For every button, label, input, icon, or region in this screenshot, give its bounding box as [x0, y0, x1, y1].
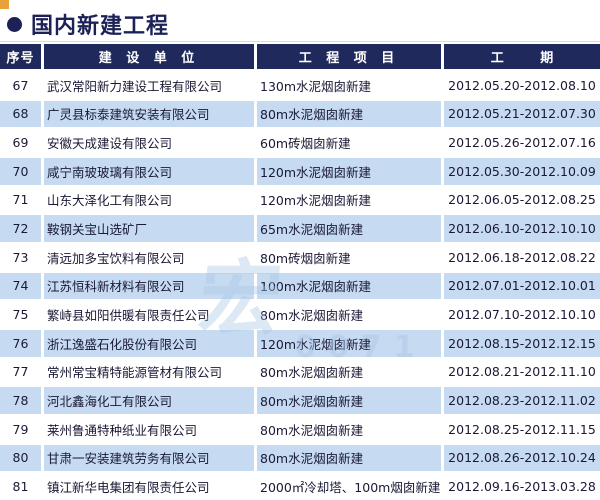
project-cell: 65m水泥烟囱新建	[257, 215, 441, 242]
row-number: 70	[0, 157, 41, 185]
company-cell: 咸宁南玻玻璃有限公司	[44, 157, 254, 185]
table-row: 78 河北鑫海化工有限公司 80m水泥烟囱新建 2012.08.23-2012.…	[0, 387, 600, 414]
project-cell: 80m水泥烟囱新建	[257, 358, 441, 386]
period-cell: 2012.05.26-2012.07.16	[444, 129, 600, 156]
project-cell: 80m水泥烟囱新建	[257, 444, 441, 472]
table-row: 74 江苏恒科新材料有限公司 100m水泥烟囱新建 2012.07.01-201…	[0, 272, 600, 300]
table-row: 69 安徽天成建设有限公司 60m砖烟囱新建 2012.05.26-2012.0…	[0, 129, 600, 156]
company-cell: 广灵县标泰建筑安装有限公司	[44, 100, 254, 128]
period-cell: 2012.07.01-2012.10.01	[444, 272, 600, 300]
company-cell: 山东大泽化工有限公司	[44, 186, 254, 214]
project-cell: 80m水泥烟囱新建	[257, 387, 441, 414]
bullet-icon	[7, 16, 22, 32]
company-cell: 常州常宝精特能源管材有限公司	[44, 358, 254, 386]
project-cell: 80m水泥烟囱新建	[257, 100, 441, 128]
project-cell: 120m水泥烟囱新建	[257, 157, 441, 185]
table-row: 70 咸宁南玻玻璃有限公司 120m水泥烟囱新建 2012.05.30-2012…	[0, 157, 600, 185]
table-row: 73 清远加多宝饮料有限公司 80m砖烟囱新建 2012.06.18-2012.…	[0, 243, 600, 271]
period-cell: 2012.05.20-2012.08.10	[444, 72, 600, 99]
row-number: 75	[0, 301, 41, 328]
company-cell: 浙江逸盛石化股份有限公司	[44, 329, 254, 357]
table-row: 81 镇江新华电集团有限责任公司 2000㎡冷却塔、100m烟囱新建 2012.…	[0, 473, 600, 500]
row-number: 77	[0, 358, 41, 386]
header-no: 序号	[0, 44, 41, 69]
table-row: 80 甘肃一安装建筑劳务有限公司 80m水泥烟囱新建 2012.08.26-20…	[0, 444, 600, 472]
header-period: 工 期	[444, 44, 600, 69]
project-cell: 60m砖烟囱新建	[257, 129, 441, 156]
company-cell: 莱州鲁通特种纸业有限公司	[44, 415, 254, 443]
company-cell: 武汉常阳新力建设工程有限公司	[44, 72, 254, 99]
project-cell: 80m水泥烟囱新建	[257, 415, 441, 443]
company-cell: 繁峙县如阳供暖有限责任公司	[44, 301, 254, 328]
company-cell: 安徽天成建设有限公司	[44, 129, 254, 156]
period-cell: 2012.08.25-2012.11.15	[444, 415, 600, 443]
page-title: 国内新建工程	[7, 8, 169, 40]
project-cell: 80m砖烟囱新建	[257, 243, 441, 271]
company-cell: 清远加多宝饮料有限公司	[44, 243, 254, 271]
row-number: 78	[0, 387, 41, 414]
row-number: 72	[0, 215, 41, 242]
table-header: 序号 建 设 单 位 工 程 项 目 工 期	[0, 44, 600, 69]
corner-marker	[0, 0, 9, 9]
table-body: 67 武汉常阳新力建设工程有限公司 130m水泥烟囱新建 2012.05.20-…	[0, 72, 600, 500]
project-cell: 80m水泥烟囱新建	[257, 301, 441, 328]
row-number: 73	[0, 243, 41, 271]
table-row: 79 莱州鲁通特种纸业有限公司 80m水泥烟囱新建 2012.08.25-201…	[0, 415, 600, 443]
period-cell: 2012.07.10-2012.10.10	[444, 301, 600, 328]
project-cell: 120m水泥烟囱新建	[257, 329, 441, 357]
row-number: 67	[0, 72, 41, 99]
table-row: 72 鞍钢关宝山选矿厂 65m水泥烟囱新建 2012.06.10-2012.10…	[0, 215, 600, 242]
table-row: 77 常州常宝精特能源管材有限公司 80m水泥烟囱新建 2012.08.21-2…	[0, 358, 600, 386]
period-cell: 2012.08.26-2012.10.24	[444, 444, 600, 472]
company-cell: 河北鑫海化工有限公司	[44, 387, 254, 414]
period-cell: 2012.06.18-2012.08.22	[444, 243, 600, 271]
row-number: 68	[0, 100, 41, 128]
company-cell: 镇江新华电集团有限责任公司	[44, 473, 254, 500]
row-number: 79	[0, 415, 41, 443]
page-title-text: 国内新建工程	[31, 14, 170, 39]
period-cell: 2012.05.30-2012.10.09	[444, 157, 600, 185]
company-cell: 江苏恒科新材料有限公司	[44, 272, 254, 300]
table-row: 71 山东大泽化工有限公司 120m水泥烟囱新建 2012.06.05-2012…	[0, 186, 600, 214]
period-cell: 2012.06.05-2012.08.25	[444, 186, 600, 214]
row-number: 74	[0, 272, 41, 300]
row-number: 71	[0, 186, 41, 214]
row-number: 81	[0, 473, 41, 500]
project-cell: 100m水泥烟囱新建	[257, 272, 441, 300]
table-row: 67 武汉常阳新力建设工程有限公司 130m水泥烟囱新建 2012.05.20-…	[0, 72, 600, 99]
period-cell: 2012.08.23-2012.11.02	[444, 387, 600, 414]
table-row: 75 繁峙县如阳供暖有限责任公司 80m水泥烟囱新建 2012.07.10-20…	[0, 301, 600, 328]
company-cell: 甘肃一安装建筑劳务有限公司	[44, 444, 254, 472]
period-cell: 2012.05.21-2012.07.30	[444, 100, 600, 128]
period-cell: 2012.09.16-2013.03.28	[444, 473, 600, 500]
project-cell: 120m水泥烟囱新建	[257, 186, 441, 214]
table-row: 68 广灵县标泰建筑安装有限公司 80m水泥烟囱新建 2012.05.21-20…	[0, 100, 600, 128]
row-number: 80	[0, 444, 41, 472]
company-cell: 鞍钢关宝山选矿厂	[44, 215, 254, 242]
period-cell: 2012.08.21-2012.11.10	[444, 358, 600, 386]
table-row: 76 浙江逸盛石化股份有限公司 120m水泥烟囱新建 2012.08.15-20…	[0, 329, 600, 357]
header-company: 建 设 单 位	[44, 44, 254, 69]
period-cell: 2012.06.10-2012.10.10	[444, 215, 600, 242]
row-number: 76	[0, 329, 41, 357]
header-project: 工 程 项 目	[257, 44, 441, 69]
project-cell: 2000㎡冷却塔、100m烟囱新建	[257, 473, 441, 500]
project-cell: 130m水泥烟囱新建	[257, 72, 441, 99]
period-cell: 2012.08.15-2012.12.15	[444, 329, 600, 357]
row-number: 69	[0, 129, 41, 156]
title-divider	[0, 41, 600, 42]
